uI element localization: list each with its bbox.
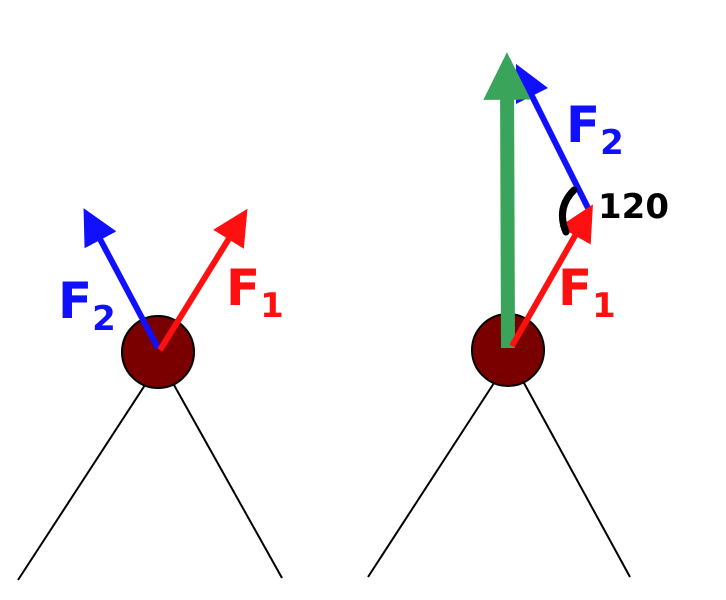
force-arrow-f1 [157,208,248,352]
resultant-arrow [483,52,531,349]
rope [367,382,495,578]
rope [523,382,631,578]
label-f2: F2 [566,96,624,163]
rope [173,384,283,579]
angle-arc [558,186,578,236]
force-arrow-f2 [83,208,161,350]
subscript: 1 [260,286,284,326]
label-f2: F2 [58,272,116,339]
subscript: 2 [92,299,116,339]
force-arrow-f1 [509,204,593,348]
mass [121,315,195,389]
subscript: 2 [600,123,624,163]
left-diagram: F2 F1 [17,208,284,581]
force-arrow-f2 [515,63,591,210]
rope [17,384,146,581]
symbol: F [558,259,592,317]
subscript: 1 [592,286,616,326]
right-diagram: 120 F2 F1 [367,52,669,578]
symbol: F [226,259,260,317]
label-f1: F1 [226,259,284,326]
angle-label: 120 [598,187,669,227]
label-f1: F1 [558,259,616,326]
symbol: F [58,272,92,330]
symbol: F [566,96,600,154]
